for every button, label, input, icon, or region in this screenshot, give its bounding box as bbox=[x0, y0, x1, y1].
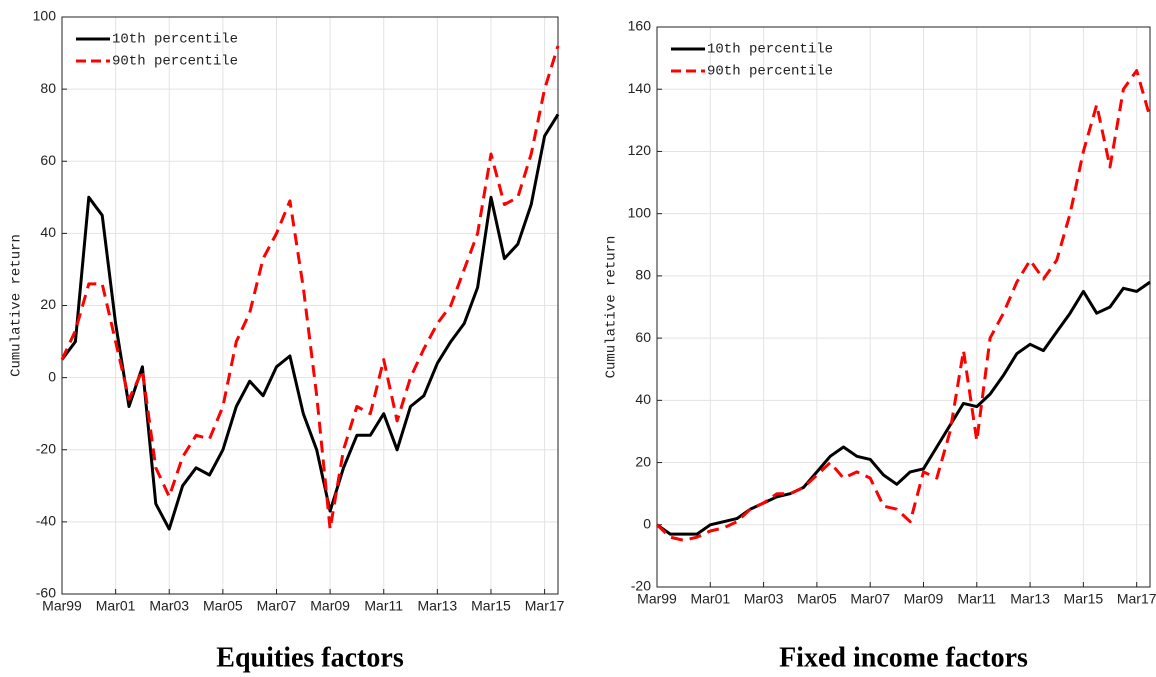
y-axis-label: Cumulative return bbox=[9, 234, 25, 377]
series-line bbox=[656, 280, 1151, 536]
y-tick-label: -40 bbox=[36, 513, 56, 529]
series-line bbox=[60, 45, 560, 531]
y-tick-label: 60 bbox=[635, 329, 651, 345]
y-tick-label: 60 bbox=[40, 152, 56, 168]
x-tick-label: Mar01 bbox=[690, 591, 730, 607]
x-tick-label: Mar05 bbox=[203, 598, 243, 614]
x-tick-label: Mar09 bbox=[310, 598, 350, 614]
x-tick-label: Mar11 bbox=[957, 591, 996, 607]
y-tick-label: 80 bbox=[635, 267, 651, 283]
x-tick-label: Mar13 bbox=[1010, 591, 1050, 607]
x-tick-label: Mar01 bbox=[96, 598, 136, 614]
y-tick-label: 0 bbox=[643, 515, 651, 531]
x-tick-label: Mar17 bbox=[525, 598, 565, 614]
x-tick-label: Mar03 bbox=[744, 591, 784, 607]
y-tick-label: 120 bbox=[628, 142, 652, 158]
x-tick-label: Mar07 bbox=[850, 591, 890, 607]
chart-title: Fixed income factors bbox=[779, 642, 1028, 673]
y-tick-label: 140 bbox=[628, 80, 652, 96]
x-tick-label: Mar15 bbox=[471, 598, 511, 614]
x-tick-label: Mar99 bbox=[42, 598, 82, 614]
y-tick-label: 40 bbox=[40, 224, 56, 240]
y-tick-label: 100 bbox=[33, 8, 57, 24]
legend-label: 90th percentile bbox=[707, 64, 833, 80]
y-tick-label: 80 bbox=[40, 80, 56, 96]
legend-label: 10th percentile bbox=[707, 42, 833, 58]
plot-frame bbox=[61, 16, 559, 595]
x-tick-label: Mar17 bbox=[1117, 591, 1156, 607]
chart-title: Equities factors bbox=[216, 642, 404, 673]
x-tick-label: Mar03 bbox=[149, 598, 189, 614]
y-tick-label: 160 bbox=[628, 18, 652, 34]
plot-frame bbox=[656, 26, 1151, 588]
y-tick-label: -20 bbox=[631, 578, 651, 594]
x-tick-label: Mar99 bbox=[637, 591, 677, 607]
x-tick-label: Mar05 bbox=[797, 591, 837, 607]
series-line bbox=[655, 69, 1152, 542]
y-tick-label: 40 bbox=[635, 391, 651, 407]
y-tick-label: 100 bbox=[628, 204, 652, 220]
y-tick-label: 0 bbox=[48, 368, 56, 384]
x-tick-label: Mar13 bbox=[418, 598, 458, 614]
series-line bbox=[60, 113, 560, 531]
x-tick-label: Mar07 bbox=[257, 598, 297, 614]
legend-label: 10th percentile bbox=[112, 32, 238, 48]
x-tick-label: Mar15 bbox=[1064, 591, 1104, 607]
y-tick-label: -60 bbox=[36, 585, 56, 601]
y-tick-label: 20 bbox=[635, 453, 651, 469]
x-tick-label: Mar11 bbox=[364, 598, 403, 614]
y-tick-label: -20 bbox=[36, 440, 56, 456]
legend-label: 90th percentile bbox=[112, 54, 238, 70]
y-axis-label: Cumulative return bbox=[604, 236, 620, 379]
x-tick-label: Mar09 bbox=[904, 591, 944, 607]
y-tick-label: 20 bbox=[40, 296, 56, 312]
